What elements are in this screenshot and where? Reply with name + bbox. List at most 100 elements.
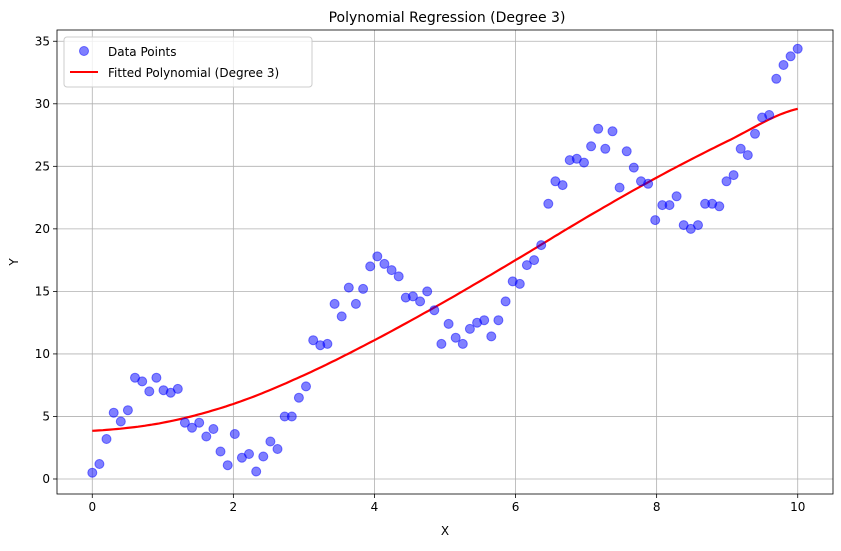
data-point [728,170,739,181]
data-point [101,434,112,444]
data-point [579,157,589,168]
x-tick-label: 8 [653,500,661,514]
data-point [201,431,212,442]
data-point [443,318,454,329]
data-point [108,407,119,418]
data-point [151,372,162,383]
data-point [764,110,775,120]
y-tick-label: 10 [35,347,50,361]
data-point [785,51,796,62]
data-point [172,383,183,394]
legend-box [63,36,313,88]
data-point [350,298,361,309]
y-tick-label: 25 [35,159,50,173]
data-point [529,255,540,266]
fitted-curve [92,107,798,432]
data-point [543,198,554,209]
data-point [386,265,397,276]
data-point [479,315,490,326]
data-point [329,298,340,309]
x-tick-label: 0 [88,500,96,514]
data-point [393,271,404,282]
y-tick-label: 5 [42,409,50,423]
data-point [215,446,226,457]
axes-background [57,30,833,494]
plot-area: 0 2 4 6 8 10 0 5 10 15 20 25 30 35 [35,29,834,514]
data-point [286,411,297,422]
x-axis-ticks: 0 2 4 6 8 10 [88,494,805,514]
data-point [792,43,803,54]
data-point [693,220,703,231]
data-point [778,60,789,70]
data-point [229,429,240,439]
data-point [486,331,497,342]
data-point [422,286,433,297]
data-point [144,386,155,397]
data-point [343,282,354,293]
data-point [457,338,468,349]
legend: Data Points Fitted Polynomial (Degree 3) [63,36,313,88]
x-axis-label: X [441,524,449,538]
y-axis-label: Y [7,258,21,267]
data-point [628,162,639,173]
data-point [586,141,597,152]
data-point [493,315,504,326]
data-point [258,451,269,462]
y-tick-label: 20 [35,222,50,236]
data-point [208,424,219,434]
data-point [600,143,611,154]
data-point [265,436,276,447]
data-point [771,73,782,84]
data-point [750,128,760,139]
data-point [301,381,311,392]
chart-title: Polynomial Regression (Degree 3) [329,10,566,26]
data-point [122,405,133,416]
data-point [358,283,369,294]
x-tick-label: 10 [790,500,805,514]
x-tick-label: 6 [512,500,520,514]
fitted-polynomial-line [92,107,798,432]
data-point [742,150,753,161]
data-point [251,466,262,477]
data-point [614,182,625,193]
data-point [607,126,618,137]
data-point [521,260,532,271]
data-point [379,258,390,269]
legend-scatter-marker-icon [79,46,89,56]
gridlines [57,30,833,494]
data-point [179,417,190,428]
data-point [500,296,511,307]
data-point [244,449,254,459]
data-point [557,180,568,191]
data-point [621,146,632,157]
y-tick-label: 0 [42,472,50,486]
data-point [714,201,725,212]
data-point [415,296,426,307]
data-point [94,459,105,469]
data-point [407,291,418,302]
data-point [293,392,304,403]
axes-frame [56,29,834,495]
legend-label-fitted-polynomial: Fitted Polynomial (Degree 3) [108,66,279,80]
y-tick-label: 35 [35,34,50,48]
data-point [272,444,283,454]
data-point [222,460,233,471]
data-point [87,467,98,478]
data-point [514,278,525,289]
data-point [372,251,383,262]
data-point [187,422,197,433]
y-tick-label: 15 [35,284,50,298]
data-point [365,261,376,272]
data-points [87,43,803,478]
x-tick-label: 2 [230,500,238,514]
data-point [464,323,475,334]
legend-label-data-points: Data Points [108,45,177,59]
data-point [308,335,319,346]
data-point [322,338,333,349]
data-point [721,176,732,187]
data-point [137,376,148,387]
data-point [429,305,440,316]
data-point [593,123,604,134]
data-point [735,143,746,154]
